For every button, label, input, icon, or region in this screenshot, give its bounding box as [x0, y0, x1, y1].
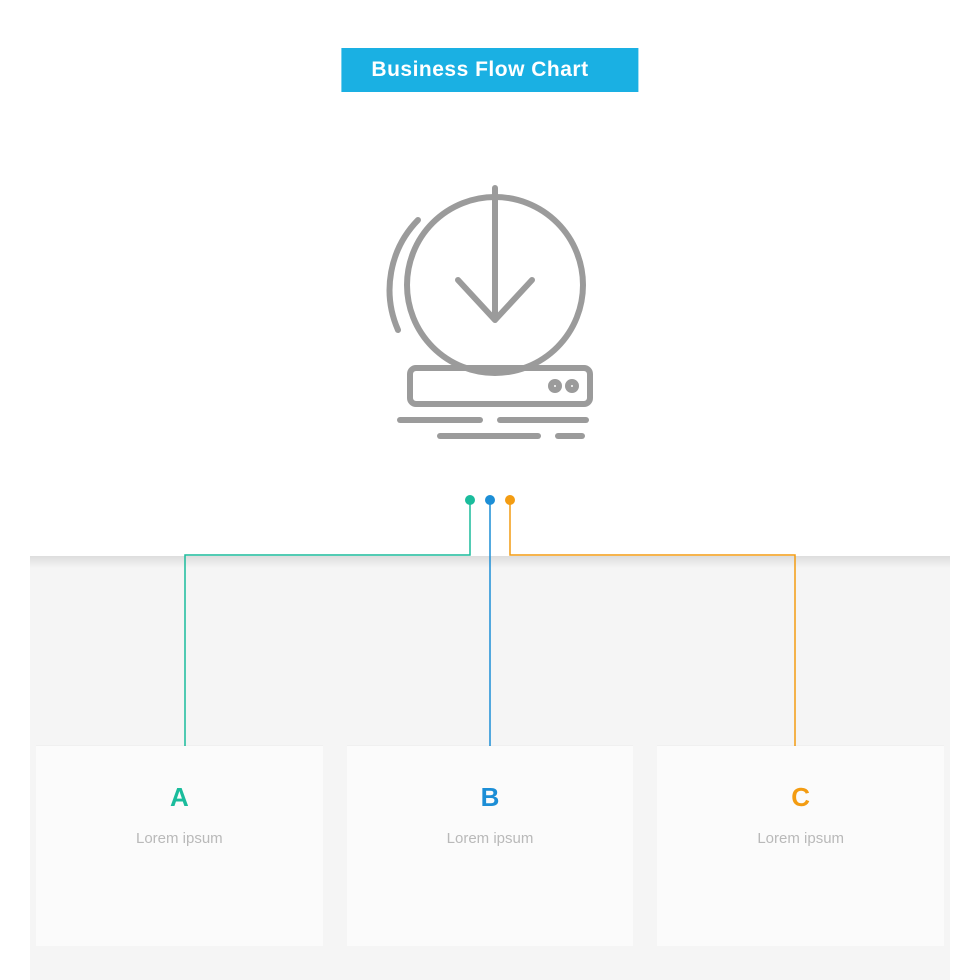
card-c-body: Lorem ipsum — [757, 831, 844, 848]
shelf-shadow — [30, 556, 950, 568]
icon-stroke-group — [390, 188, 590, 436]
card-a-letter: A — [170, 782, 189, 813]
connector-dots — [465, 495, 515, 505]
card-a: A Lorem ipsum — [36, 746, 323, 946]
card-b-letter: B — [481, 782, 500, 813]
cards-row: A Lorem ipsum B Lorem ipsum C Lorem ipsu… — [0, 746, 980, 946]
card-c-letter: C — [791, 782, 810, 813]
connector-lines — [185, 500, 795, 746]
download-drive-icon — [340, 160, 640, 460]
title-bar: Business Flow Chart — [341, 48, 638, 92]
card-b: B Lorem ipsum — [347, 746, 634, 946]
card-c: C Lorem ipsum — [657, 746, 944, 946]
card-b-body: Lorem ipsum — [447, 831, 534, 848]
card-a-body: Lorem ipsum — [136, 831, 223, 848]
